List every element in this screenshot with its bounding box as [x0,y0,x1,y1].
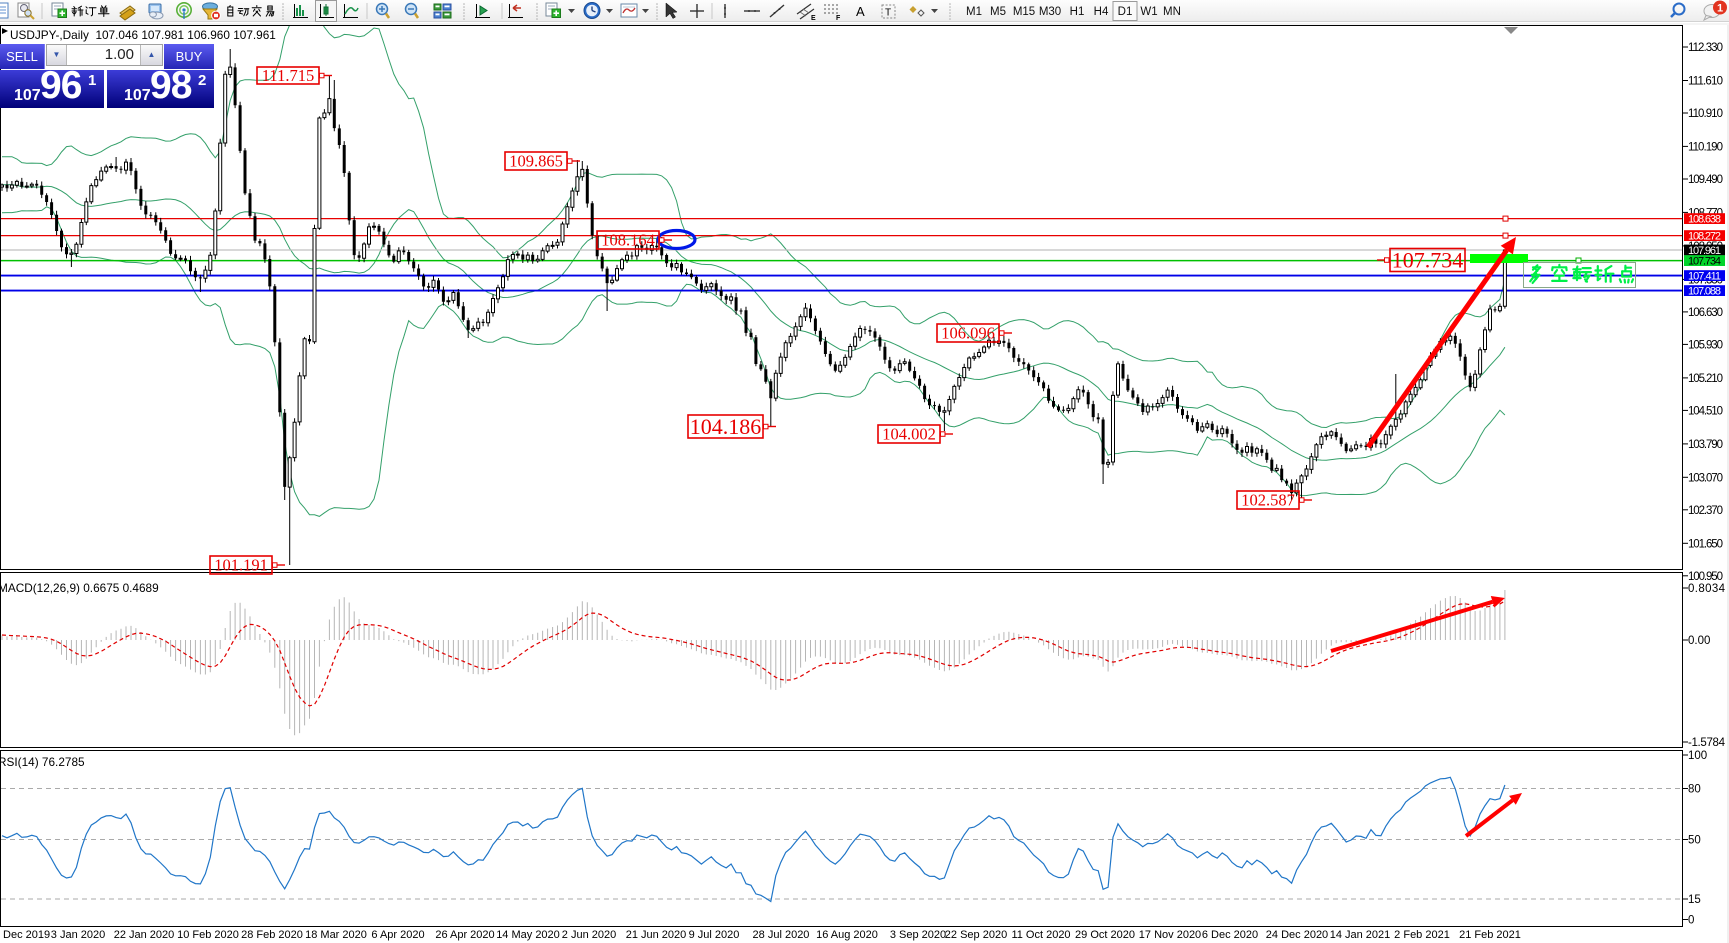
svg-text:17 Nov 2020: 17 Nov 2020 [1139,929,1201,941]
svg-text:0.8034: 0.8034 [1688,583,1726,595]
svg-text:RSI(14) 76.2785: RSI(14) 76.2785 [0,755,85,769]
svg-text:108.164: 108.164 [601,231,655,250]
svg-text:F: F [836,15,841,22]
svg-text:H1: H1 [1070,6,1085,18]
svg-text:A: A [856,4,865,19]
svg-text:8 Dec 2019: 8 Dec 2019 [0,929,50,941]
svg-text:101.650: 101.650 [1688,538,1723,550]
svg-text:11 Oct 2020: 11 Oct 2020 [1011,929,1070,941]
svg-text:111.715: 111.715 [262,66,314,85]
svg-text:M15: M15 [1013,6,1035,18]
svg-text:109.865: 109.865 [509,152,563,171]
svg-text:107.734: 107.734 [1392,248,1464,273]
svg-text:MN: MN [1163,6,1181,18]
svg-text:110.910: 110.910 [1688,108,1723,120]
svg-text:110.190: 110.190 [1688,141,1723,153]
svg-text:D1: D1 [1118,6,1133,18]
svg-text:106.096: 106.096 [941,324,995,343]
svg-text:105.210: 105.210 [1688,373,1723,385]
svg-text:M1: M1 [966,6,982,18]
svg-text:21 Feb 2021: 21 Feb 2021 [1459,929,1521,941]
svg-text:80: 80 [1688,784,1701,796]
svg-text:103.790: 103.790 [1688,439,1723,451]
svg-text:0.00: 0.00 [1688,635,1710,647]
svg-text:0: 0 [1688,915,1694,927]
svg-text:1: 1 [1717,3,1723,15]
svg-text:102.587: 102.587 [1241,491,1295,510]
svg-text:112.330: 112.330 [1688,42,1723,54]
svg-text:3 Jan 2020: 3 Jan 2020 [51,929,105,941]
svg-text:M30: M30 [1039,6,1061,18]
svg-text:104.510: 104.510 [1688,405,1723,417]
svg-text:H4: H4 [1094,6,1109,18]
svg-text:E: E [811,15,816,22]
svg-text:105.930: 105.930 [1688,339,1723,351]
svg-text:101.191: 101.191 [214,556,268,575]
svg-text:18 Mar 2020: 18 Mar 2020 [305,929,367,941]
svg-text:10 Feb 2020: 10 Feb 2020 [177,929,239,941]
svg-text:9 Jul 2020: 9 Jul 2020 [689,929,740,941]
svg-text:107.411: 107.411 [1688,271,1721,283]
svg-text:W1: W1 [1140,6,1157,18]
svg-text:MACD(12,26,9) 0.6675 0.4689: MACD(12,26,9) 0.6675 0.4689 [0,581,159,595]
svg-text:28 Jul 2020: 28 Jul 2020 [753,929,810,941]
svg-text:21 Jun 2020: 21 Jun 2020 [626,929,687,941]
svg-text:106.630: 106.630 [1688,307,1723,319]
svg-text:109.490: 109.490 [1688,174,1723,186]
svg-text:22 Sep 2020: 22 Sep 2020 [945,929,1007,941]
svg-text:M5: M5 [990,6,1006,18]
svg-text:50: 50 [1688,835,1701,847]
svg-text:108.272: 108.272 [1688,231,1721,243]
svg-text:100.950: 100.950 [1688,571,1723,583]
svg-text:-1.5784: -1.5784 [1688,737,1726,749]
svg-text:14 Jan 2021: 14 Jan 2021 [1330,929,1391,941]
svg-text:107.961: 107.961 [1688,245,1721,257]
svg-text:26 Apr 2020: 26 Apr 2020 [435,929,494,941]
svg-text:24 Dec 2020: 24 Dec 2020 [1266,929,1328,941]
svg-text:104.186: 104.186 [690,414,762,439]
svg-text:107.734: 107.734 [1688,256,1721,268]
svg-text:103.070: 103.070 [1688,472,1723,484]
svg-text:15: 15 [1688,894,1701,906]
svg-text:3 Sep 2020: 3 Sep 2020 [890,929,946,941]
svg-text:6 Dec 2020: 6 Dec 2020 [1202,929,1258,941]
svg-text:2 Feb 2021: 2 Feb 2021 [1394,929,1450,941]
svg-text:100: 100 [1688,750,1707,762]
svg-text:22 Jan 2020: 22 Jan 2020 [114,929,175,941]
svg-text:14 May 2020: 14 May 2020 [496,929,560,941]
svg-text:111.610: 111.610 [1688,76,1723,88]
svg-text:28 Feb 2020: 28 Feb 2020 [241,929,303,941]
svg-text:104.002: 104.002 [882,425,936,444]
svg-text:2 Jun 2020: 2 Jun 2020 [562,929,616,941]
svg-text:T: T [885,8,891,19]
svg-text:102.370: 102.370 [1688,505,1723,517]
svg-text:6 Apr 2020: 6 Apr 2020 [371,929,424,941]
svg-text:29 Oct 2020: 29 Oct 2020 [1075,929,1135,941]
svg-text:107.088: 107.088 [1688,286,1721,298]
svg-text:16 Aug 2020: 16 Aug 2020 [816,929,878,941]
svg-text:108.638: 108.638 [1688,214,1721,226]
